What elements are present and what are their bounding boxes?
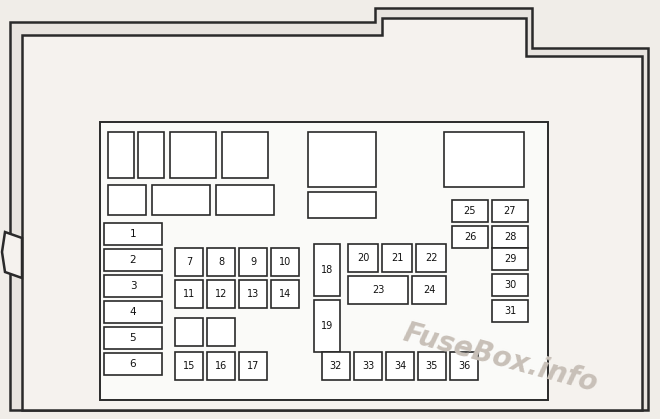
Bar xyxy=(239,248,267,276)
Text: 15: 15 xyxy=(183,361,195,371)
Text: 12: 12 xyxy=(214,289,227,299)
Bar xyxy=(452,226,488,248)
Text: 30: 30 xyxy=(504,280,516,290)
Polygon shape xyxy=(10,8,648,410)
Bar xyxy=(308,192,376,218)
Bar xyxy=(207,248,235,276)
Text: 25: 25 xyxy=(464,206,477,216)
Bar xyxy=(492,274,528,296)
Bar xyxy=(108,185,146,215)
Bar xyxy=(314,244,340,296)
Text: FuseBox.info: FuseBox.info xyxy=(399,318,601,398)
Bar xyxy=(492,300,528,322)
Text: 28: 28 xyxy=(504,232,516,242)
Text: 14: 14 xyxy=(279,289,291,299)
Text: 36: 36 xyxy=(458,361,470,371)
Text: 23: 23 xyxy=(372,285,384,295)
Text: 22: 22 xyxy=(425,253,437,263)
Text: 4: 4 xyxy=(129,307,137,317)
Bar xyxy=(104,249,162,271)
Text: 8: 8 xyxy=(218,257,224,267)
Bar xyxy=(104,301,162,323)
Text: 31: 31 xyxy=(504,306,516,316)
Text: 32: 32 xyxy=(330,361,342,371)
Bar xyxy=(314,300,340,352)
Bar xyxy=(170,132,216,178)
Bar xyxy=(492,248,528,270)
Bar xyxy=(108,132,134,178)
Text: 11: 11 xyxy=(183,289,195,299)
Text: 20: 20 xyxy=(357,253,369,263)
Bar xyxy=(348,244,378,272)
Bar xyxy=(492,200,528,222)
Bar xyxy=(348,276,408,304)
Bar xyxy=(207,280,235,308)
Bar xyxy=(444,132,524,187)
Text: 5: 5 xyxy=(129,333,137,343)
Text: 27: 27 xyxy=(504,206,516,216)
Text: 33: 33 xyxy=(362,361,374,371)
Bar xyxy=(138,132,164,178)
Bar xyxy=(492,226,528,248)
Bar xyxy=(152,185,210,215)
Bar xyxy=(322,352,350,380)
Bar xyxy=(412,276,446,304)
Bar xyxy=(104,353,162,375)
Text: 19: 19 xyxy=(321,321,333,331)
Bar xyxy=(222,132,268,178)
Bar xyxy=(104,223,162,245)
Bar xyxy=(239,352,267,380)
Bar xyxy=(175,352,203,380)
Bar xyxy=(175,248,203,276)
Text: 7: 7 xyxy=(186,257,192,267)
Text: 10: 10 xyxy=(279,257,291,267)
Bar xyxy=(271,248,299,276)
Text: 29: 29 xyxy=(504,254,516,264)
Bar xyxy=(308,132,376,187)
Text: 2: 2 xyxy=(129,255,137,265)
Text: 3: 3 xyxy=(129,281,137,291)
Text: 1: 1 xyxy=(129,229,137,239)
Bar xyxy=(239,280,267,308)
Bar xyxy=(175,318,203,346)
Bar xyxy=(104,327,162,349)
Text: 24: 24 xyxy=(423,285,435,295)
Text: 26: 26 xyxy=(464,232,476,242)
Text: 21: 21 xyxy=(391,253,403,263)
Text: 6: 6 xyxy=(129,359,137,369)
Bar xyxy=(386,352,414,380)
Bar xyxy=(382,244,412,272)
Text: 35: 35 xyxy=(426,361,438,371)
Polygon shape xyxy=(22,18,642,410)
Bar xyxy=(271,280,299,308)
Bar xyxy=(216,185,274,215)
Bar xyxy=(207,352,235,380)
Text: 16: 16 xyxy=(215,361,227,371)
Bar xyxy=(104,275,162,297)
Bar xyxy=(450,352,478,380)
Bar xyxy=(452,200,488,222)
Bar xyxy=(100,122,548,400)
Text: 13: 13 xyxy=(247,289,259,299)
Text: 17: 17 xyxy=(247,361,259,371)
Bar xyxy=(416,244,446,272)
Text: 9: 9 xyxy=(250,257,256,267)
Bar xyxy=(418,352,446,380)
Bar xyxy=(175,280,203,308)
Bar xyxy=(354,352,382,380)
Text: 34: 34 xyxy=(394,361,406,371)
Text: 18: 18 xyxy=(321,265,333,275)
Bar xyxy=(207,318,235,346)
Polygon shape xyxy=(2,232,22,278)
